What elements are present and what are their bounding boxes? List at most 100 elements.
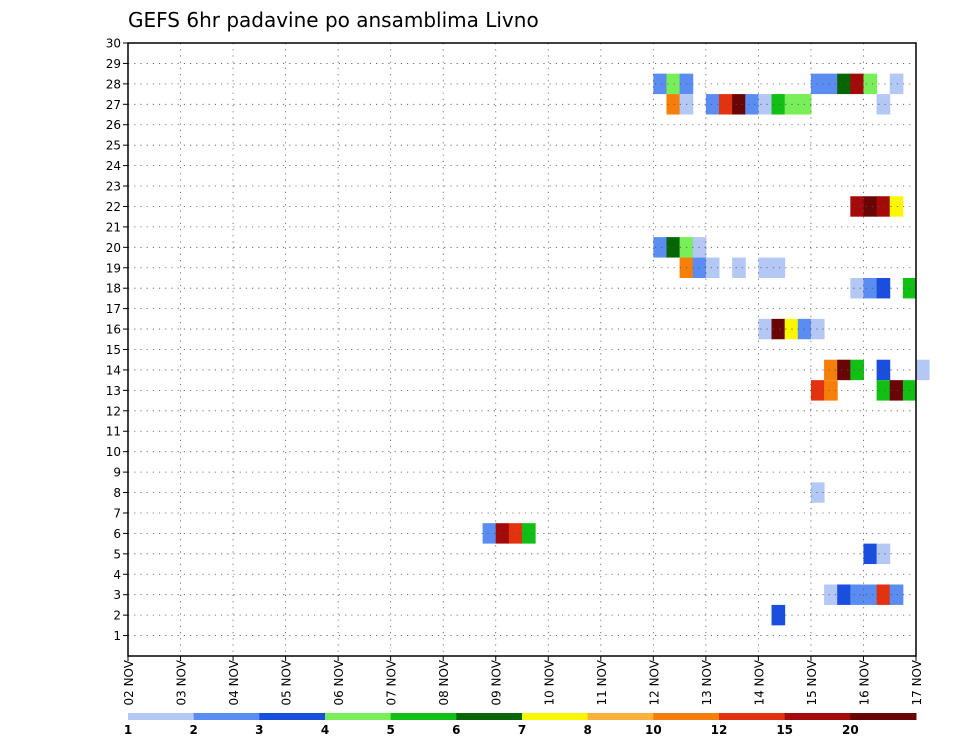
x-tick-label: 10 NOV — [542, 659, 556, 705]
precip-cell — [876, 94, 891, 115]
y-tick-label: 14 — [106, 363, 121, 377]
colorbar-label: 12 — [711, 723, 728, 737]
precip-cell — [745, 94, 759, 115]
precip-cell — [824, 359, 838, 381]
precip-cell — [876, 543, 891, 565]
precip-cell — [889, 380, 904, 401]
precip-cell — [732, 94, 746, 115]
y-tick-label: 12 — [106, 404, 121, 418]
x-tick-label: 08 NOV — [437, 659, 451, 705]
colorbar-label: 8 — [583, 723, 591, 737]
precip-cell — [810, 73, 825, 95]
y-tick-label: 30 — [106, 37, 121, 51]
x-tick-label: 15 NOV — [805, 659, 819, 705]
precip-cell — [653, 237, 667, 258]
x-tick-label: 12 NOV — [647, 659, 661, 705]
precip-cell — [824, 380, 838, 401]
precip-cell — [889, 584, 904, 605]
colorbar-label: 2 — [189, 723, 197, 737]
x-axis: 02 NOV 03 NOV 04 NOV 05 NOV 06 NOV 07 NOV 08 N… — [122, 656, 924, 706]
x-tick-label: 06 NOV — [332, 659, 346, 705]
precip-cell — [863, 277, 878, 299]
x-tick-label: 17 NOV — [910, 659, 924, 705]
x-tick-label: 09 NOV — [490, 659, 504, 705]
y-tick-label: 16 — [106, 323, 121, 337]
precip-cell — [666, 94, 681, 115]
colorbar-segment — [456, 713, 523, 720]
colorbar-segment — [259, 713, 326, 720]
precip-cell — [876, 380, 891, 401]
colorbar-label: 3 — [255, 723, 263, 737]
precip-cell — [837, 73, 851, 95]
y-tick-label: 3 — [113, 588, 121, 602]
precip-cell — [758, 318, 773, 340]
x-tick-label: 05 NOV — [280, 659, 294, 705]
precip-cell — [889, 73, 904, 95]
precip-cell — [837, 584, 851, 605]
precip-cell — [771, 604, 786, 626]
precip-cell — [850, 359, 864, 381]
precip-cell — [837, 359, 851, 381]
y-tick-label: 2 — [113, 609, 121, 623]
precip-cell — [876, 196, 891, 217]
precip-cell — [771, 94, 786, 115]
colorbar-label: 1 — [124, 723, 132, 737]
precip-cell — [508, 523, 523, 544]
colorbar-label: 5 — [386, 723, 394, 737]
colorbar-segment — [784, 713, 851, 720]
y-tick-label: 10 — [106, 445, 121, 459]
y-tick-label: 21 — [106, 220, 121, 234]
heatmap-cells — [482, 73, 930, 626]
y-tick-label: 26 — [106, 118, 121, 132]
y-tick-label: 5 — [113, 547, 121, 561]
y-tick-label: 17 — [106, 302, 121, 316]
precip-cell — [653, 73, 667, 95]
precip-cell — [771, 257, 786, 278]
precip-cell — [889, 196, 904, 217]
y-tick-label: 11 — [106, 425, 121, 439]
precip-cell — [824, 73, 838, 95]
colorbar-segment — [850, 713, 917, 720]
precip-cell — [705, 94, 720, 115]
precip-cell — [719, 94, 733, 115]
precip-cell — [666, 73, 681, 95]
y-tick-label: 27 — [106, 98, 121, 112]
y-tick-label: 22 — [106, 200, 121, 214]
precip-cell — [850, 277, 864, 299]
x-tick-label: 02 NOV — [122, 659, 136, 705]
y-tick-label: 4 — [113, 568, 121, 582]
colorbar-label: 10 — [645, 723, 662, 737]
x-tick-label: 03 NOV — [175, 659, 189, 705]
precip-cell — [771, 318, 786, 340]
precip-cell — [876, 277, 891, 299]
colorbar-segment — [325, 713, 392, 720]
y-tick-label: 7 — [113, 506, 121, 520]
x-tick-label: 16 NOV — [857, 659, 871, 705]
y-tick-label: 25 — [106, 139, 121, 153]
colorbar-segment — [390, 713, 457, 720]
colorbar-label: 20 — [842, 723, 859, 737]
y-tick-label: 13 — [106, 384, 121, 398]
y-tick-label: 6 — [113, 527, 121, 541]
y-tick-label: 15 — [106, 343, 121, 357]
colorbar-label: 15 — [776, 723, 793, 737]
x-tick-label: 14 NOV — [752, 659, 766, 705]
colorbar-segment — [193, 713, 260, 720]
precip-cell — [850, 73, 864, 95]
precip-cell — [876, 584, 891, 605]
grid-lines — [128, 43, 916, 656]
precip-cell — [758, 257, 773, 278]
colorbar-segment — [587, 713, 654, 720]
precip-cell — [732, 257, 746, 278]
precip-cell — [810, 318, 825, 340]
precip-cell — [810, 482, 825, 503]
y-tick-label: 1 — [113, 629, 121, 643]
colorbar-label: 4 — [321, 723, 329, 737]
precip-cell — [863, 543, 878, 565]
precip-cell — [876, 359, 891, 381]
colorbar-label: 6 — [452, 723, 460, 737]
precip-cell — [863, 196, 878, 217]
precip-cell — [810, 380, 825, 401]
precip-cell — [850, 584, 864, 605]
